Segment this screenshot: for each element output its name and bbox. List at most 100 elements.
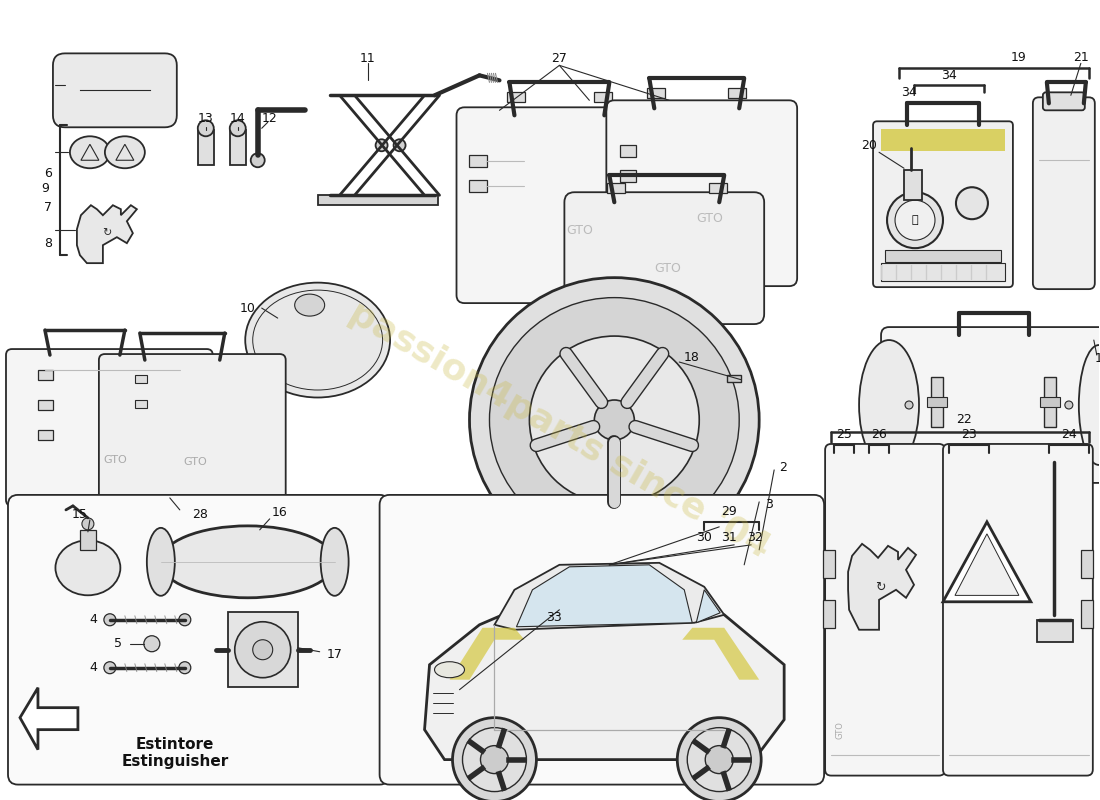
Circle shape: [103, 662, 116, 674]
Polygon shape: [516, 565, 692, 626]
Text: 24: 24: [1062, 429, 1077, 442]
Bar: [607, 183, 625, 194]
Text: 10: 10: [240, 302, 255, 314]
FancyBboxPatch shape: [99, 354, 286, 506]
Text: 25: 25: [836, 429, 852, 442]
Text: 2: 2: [779, 462, 788, 474]
Text: 19: 19: [1011, 51, 1026, 64]
Bar: [470, 155, 487, 167]
Ellipse shape: [434, 662, 464, 678]
Text: 27: 27: [551, 52, 568, 65]
Circle shape: [956, 187, 988, 219]
Text: 11: 11: [360, 52, 375, 65]
Circle shape: [1065, 401, 1072, 409]
Bar: [823, 600, 835, 628]
Bar: [318, 195, 438, 206]
FancyBboxPatch shape: [379, 495, 824, 785]
Ellipse shape: [490, 298, 739, 542]
Circle shape: [253, 640, 273, 660]
Text: 28: 28: [191, 508, 208, 522]
Bar: [886, 250, 1001, 262]
Text: 7: 7: [44, 201, 52, 214]
Bar: [904, 170, 922, 200]
Ellipse shape: [55, 540, 120, 595]
Bar: [620, 146, 636, 158]
FancyBboxPatch shape: [1033, 98, 1094, 289]
Text: 18: 18: [683, 350, 700, 363]
Text: 3: 3: [766, 498, 773, 511]
Bar: [470, 180, 487, 192]
Text: GTO: GTO: [835, 721, 844, 738]
Bar: [39, 400, 53, 410]
Text: 17: 17: [327, 648, 342, 662]
Text: GTO: GTO: [183, 457, 207, 467]
Circle shape: [895, 200, 935, 240]
Circle shape: [103, 614, 116, 626]
Text: 22: 22: [956, 414, 971, 426]
Bar: [230, 130, 245, 166]
Bar: [727, 374, 740, 382]
Text: 5: 5: [114, 638, 122, 650]
Circle shape: [198, 120, 213, 136]
FancyBboxPatch shape: [8, 495, 389, 785]
Bar: [1044, 377, 1056, 427]
Circle shape: [394, 139, 406, 151]
Ellipse shape: [146, 528, 175, 596]
FancyBboxPatch shape: [6, 349, 212, 506]
Ellipse shape: [70, 136, 110, 168]
Text: ↻: ↻: [102, 228, 111, 238]
Text: GTO: GTO: [696, 212, 723, 225]
Bar: [710, 183, 727, 194]
Bar: [80, 530, 96, 550]
Polygon shape: [425, 594, 784, 760]
Bar: [1040, 397, 1060, 407]
Circle shape: [705, 746, 734, 774]
Text: 4: 4: [89, 614, 97, 626]
Text: GTO: GTO: [565, 224, 593, 237]
Bar: [647, 88, 666, 98]
Text: 16: 16: [272, 506, 287, 519]
Text: 34: 34: [901, 86, 917, 99]
Circle shape: [375, 139, 387, 151]
Text: 6: 6: [44, 166, 52, 180]
Circle shape: [251, 154, 265, 167]
Bar: [1037, 620, 1072, 642]
Text: 20: 20: [861, 138, 877, 152]
Circle shape: [452, 718, 537, 800]
Circle shape: [678, 718, 761, 800]
Polygon shape: [682, 628, 759, 680]
Bar: [39, 430, 53, 440]
Ellipse shape: [529, 336, 700, 504]
Text: 30: 30: [696, 531, 712, 544]
Circle shape: [81, 518, 94, 530]
FancyBboxPatch shape: [53, 54, 177, 127]
Circle shape: [144, 636, 159, 652]
Text: 4: 4: [89, 662, 97, 674]
Text: 9: 9: [41, 182, 48, 194]
Text: 15: 15: [72, 508, 88, 522]
Polygon shape: [495, 563, 724, 630]
Text: passion4parts since '04: passion4parts since '04: [343, 295, 776, 565]
FancyBboxPatch shape: [1043, 92, 1085, 110]
Polygon shape: [450, 628, 525, 680]
Bar: [594, 92, 613, 102]
Bar: [135, 375, 146, 383]
Circle shape: [179, 614, 190, 626]
Circle shape: [481, 746, 508, 774]
Ellipse shape: [161, 526, 336, 598]
Text: Estinguisher: Estinguisher: [121, 754, 229, 769]
Text: 34: 34: [942, 69, 957, 82]
Text: 33: 33: [547, 611, 562, 624]
Text: 8: 8: [44, 237, 52, 250]
Bar: [931, 377, 943, 427]
FancyBboxPatch shape: [881, 327, 1100, 483]
Ellipse shape: [295, 294, 324, 316]
Circle shape: [688, 728, 751, 791]
Bar: [1081, 600, 1092, 628]
Text: 29: 29: [722, 506, 737, 518]
Text: 23: 23: [961, 429, 977, 442]
Ellipse shape: [1079, 345, 1100, 465]
Circle shape: [887, 192, 943, 248]
Text: 21: 21: [1072, 51, 1089, 64]
Bar: [198, 130, 213, 166]
